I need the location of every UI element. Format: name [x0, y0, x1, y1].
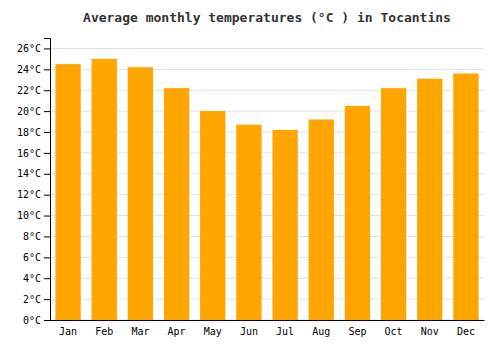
bar — [272, 130, 297, 320]
bar — [200, 111, 225, 320]
y-tick: 8°C — [23, 231, 50, 242]
y-tick-label: 10°C — [17, 210, 41, 221]
y-tick-mark — [44, 299, 50, 300]
x-axis: Jan Feb Mar Apr May Jun Jul Aug Sep Oct Nov Dec — [51, 320, 485, 337]
x-tick-label: Mar — [131, 326, 149, 337]
x-tick-label: Oct — [385, 326, 403, 337]
x-tick-label: Feb — [95, 326, 113, 337]
bar — [128, 67, 153, 320]
y-tick-label: 4°C — [23, 273, 41, 284]
y-axis: 0°C 2°C 4°C 6°C 8°C 10°C 12°C 14°C 16°C 18°C 20°C 2… — [17, 39, 51, 326]
y-tick-mark — [44, 257, 50, 258]
title: Average monthly temperatures (°C ) in To… — [83, 10, 451, 25]
chart-container: 0°C 2°C 4°C 6°C 8°C 10°C 12°C 14°C 16°C 18°C 20°C 2… — [0, 0, 500, 350]
x-tick: Jun — [240, 320, 258, 337]
x-tick: May — [204, 320, 222, 337]
y-tick-label: 22°C — [17, 85, 41, 96]
grid — [50, 48, 484, 320]
bar — [345, 106, 370, 320]
bar — [164, 88, 189, 320]
bars — [55, 59, 478, 320]
bar — [453, 74, 478, 320]
y-tick-label: 12°C — [17, 189, 41, 200]
x-tick: Mar — [131, 320, 149, 337]
x-tick: Jan — [59, 320, 77, 337]
y-tick: 24°C — [17, 64, 50, 75]
y-tick-label: 26°C — [17, 43, 41, 54]
x-tick-label: Dec — [457, 326, 475, 337]
y-tick-mark — [44, 174, 50, 175]
y-tick-label: 20°C — [17, 106, 41, 117]
x-tick: Jul — [276, 320, 294, 337]
y-tick: 18°C — [17, 127, 50, 138]
y-tick-mark — [44, 90, 50, 91]
x-tick: Apr — [168, 320, 186, 337]
x-tick-label: Nov — [421, 326, 439, 337]
y-tick-mark — [44, 195, 50, 196]
y-tick-label: 0°C — [23, 315, 41, 326]
bar — [92, 59, 117, 320]
y-tick-mark — [44, 278, 50, 279]
x-tick-label: Aug — [312, 326, 330, 337]
y-tick: 14°C — [17, 168, 50, 179]
y-tick-mark — [44, 132, 50, 133]
bar — [309, 119, 334, 320]
y-tick-mark — [44, 69, 50, 70]
y-tick-mark — [44, 216, 50, 217]
y-tick-label: 6°C — [23, 252, 41, 263]
y-tick-label: 24°C — [17, 64, 41, 75]
y-tick-mark — [44, 111, 50, 112]
y-tick: 0°C — [23, 315, 50, 326]
plot-area: 0°C 2°C 4°C 6°C 8°C 10°C 12°C 14°C 16°C 18°C 20°C 2… — [17, 39, 485, 338]
y-tick: 6°C — [23, 252, 50, 263]
y-tick: 4°C — [23, 273, 50, 284]
y-tick: 2°C — [23, 294, 50, 305]
y-tick: 10°C — [17, 210, 50, 221]
y-tick: 20°C — [17, 106, 50, 117]
x-tick-label: Jul — [276, 326, 294, 337]
y-tick-label: 8°C — [23, 231, 41, 242]
y-tick-mark — [44, 236, 50, 237]
x-tick: Aug — [312, 320, 330, 337]
y-tick-mark — [44, 320, 50, 321]
x-tick: Oct — [385, 320, 403, 337]
x-tick-label: Sep — [348, 326, 366, 337]
x-tick: Dec — [457, 320, 475, 337]
y-tick-mark — [44, 153, 50, 154]
x-tick-label: Apr — [168, 326, 186, 337]
x-tick: Sep — [348, 320, 366, 337]
bar — [236, 125, 261, 320]
y-axis-line — [44, 39, 51, 321]
y-tick: 26°C — [17, 43, 50, 54]
x-tick-label: May — [204, 326, 222, 337]
y-tick-label: 2°C — [23, 294, 41, 305]
chart-svg: 0°C 2°C 4°C 6°C 8°C 10°C 12°C 14°C 16°C 18°C 20°C 2… — [0, 0, 500, 350]
y-tick-label: 18°C — [17, 127, 41, 138]
bar — [55, 64, 80, 320]
x-tick-label: Jan — [59, 326, 77, 337]
x-axis-line — [51, 320, 485, 321]
y-tick-mark — [44, 48, 50, 49]
bar — [417, 79, 442, 320]
x-tick: Feb — [95, 320, 113, 337]
y-tick: 22°C — [17, 85, 50, 96]
grid-line — [50, 48, 484, 49]
y-tick: 16°C — [17, 148, 50, 159]
x-tick: Nov — [421, 320, 439, 337]
y-tick-label: 16°C — [17, 148, 41, 159]
y-tick: 12°C — [17, 189, 50, 200]
bar — [381, 88, 406, 320]
x-tick-label: Jun — [240, 326, 258, 337]
y-tick-label: 14°C — [17, 168, 41, 179]
